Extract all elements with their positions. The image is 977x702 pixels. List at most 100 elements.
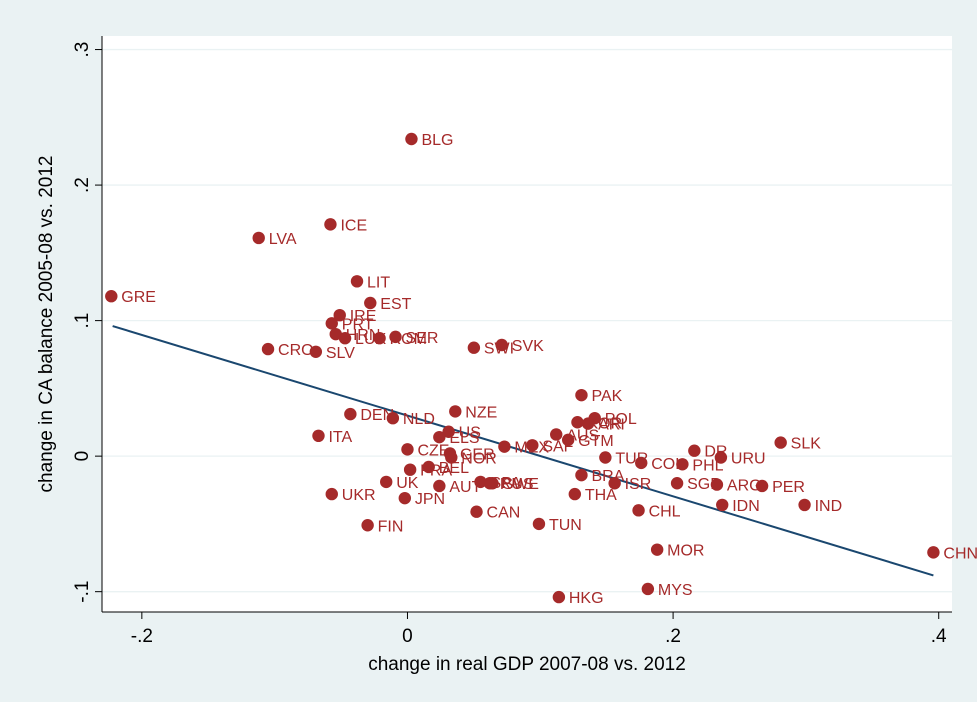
point-label-ukr: UKR: [342, 487, 376, 504]
point-label-mys: MYS: [658, 582, 693, 599]
data-point-tun: [532, 517, 546, 531]
data-point-ita: [312, 429, 325, 443]
data-point-gtm: [561, 433, 575, 447]
data-point-col: [635, 456, 648, 470]
point-label-hkg: HKG: [569, 590, 604, 607]
point-label-ser: SER: [406, 330, 439, 347]
data-point-arg: [710, 478, 724, 491]
data-point-ice: [324, 218, 337, 231]
data-point-spa: [474, 475, 487, 489]
y-tick-label: .1: [72, 313, 93, 329]
point-label-swe: SWE: [502, 476, 538, 493]
point-label-nze: NZE: [465, 404, 497, 421]
point-label-gtm: GTM: [578, 433, 614, 450]
data-point-per: [755, 479, 769, 493]
x-tick-label: 0: [402, 626, 413, 647]
point-label-rus: RUS: [500, 476, 534, 493]
point-label-ire: IRE: [350, 308, 377, 325]
data-point-cze: [401, 443, 414, 456]
point-label-per: PER: [772, 479, 805, 496]
point-label-arg: ARG: [727, 478, 762, 495]
data-point-mex: [498, 440, 511, 453]
data-point-svk: [495, 338, 508, 352]
point-label-ita: ITA: [328, 429, 352, 446]
data-point-lit: [350, 275, 364, 288]
data-point-kor: [571, 416, 584, 429]
point-label-den: DEN: [360, 407, 394, 424]
point-label-phl: PHL: [692, 457, 723, 474]
data-point-fra: [403, 463, 417, 476]
point-label-nor: NOR: [461, 450, 497, 467]
data-point-lux: [338, 332, 352, 345]
data-point-bra: [575, 468, 588, 482]
point-label-bel: BEL: [439, 460, 469, 477]
data-point-idn: [716, 498, 729, 512]
data-point-cro: [261, 342, 275, 356]
point-label-ind: IND: [815, 498, 843, 515]
point-label-kor: KOR: [587, 415, 622, 432]
point-label-pol: POL: [605, 411, 637, 428]
data-point-slv: [309, 345, 323, 358]
y-tick-label: -.1: [72, 581, 93, 603]
data-point-ari: [581, 417, 595, 430]
data-point-els: [433, 430, 446, 444]
point-label-fin: FIN: [378, 518, 404, 535]
data-point-gre: [105, 290, 118, 303]
data-point-can: [470, 505, 483, 518]
data-point-rom: [373, 332, 386, 345]
x-axis-title: change in real GDP 2007-08 vs. 2012: [368, 654, 686, 675]
data-point-fin: [361, 519, 374, 532]
x-tick-label: .4: [931, 626, 947, 647]
point-label-fra: FRA: [420, 463, 452, 480]
point-label-els: ELS: [449, 430, 479, 447]
point-label-blg: BLG: [421, 132, 453, 149]
point-label-lit: LIT: [367, 274, 390, 291]
data-point-dr: [688, 444, 701, 457]
data-point-hkg: [552, 590, 566, 604]
point-label-prt: PRT: [342, 316, 374, 333]
point-label-aut: AUT: [449, 479, 481, 496]
data-point-slk: [774, 436, 787, 449]
data-point-tur: [599, 451, 612, 464]
data-point-ind: [798, 498, 811, 512]
tick-layer: -.1 0 .1 .2 .3 -.2 0 .2 .4: [72, 42, 947, 647]
data-point-aus: [550, 428, 563, 441]
data-point-phl: [676, 458, 689, 471]
data-point-hrn: [329, 327, 342, 341]
point-label-idn: IDN: [732, 498, 760, 515]
point-label-spa: SPA: [491, 475, 522, 492]
data-point-lva: [252, 231, 265, 245]
data-point-nze: [449, 405, 462, 418]
plot-area: [102, 36, 952, 612]
data-point-est: [364, 296, 377, 310]
point-label-slk: SLK: [791, 436, 822, 453]
data-point-saf: [526, 439, 539, 452]
data-point-nld: [386, 411, 400, 425]
point-label-uru: URU: [731, 450, 766, 467]
data-point-us: [442, 425, 455, 438]
data-point-uk: [380, 475, 393, 489]
point-label-tha: THA: [585, 487, 617, 504]
data-point-chn: [927, 546, 940, 559]
y-tick-label: 0: [72, 451, 93, 462]
point-label-isr: ISR: [625, 476, 652, 493]
point-label-us: US: [459, 425, 481, 442]
data-point-tha: [568, 487, 582, 501]
point-label-svk: SVK: [512, 338, 544, 355]
point-label-hrn: HRN: [346, 327, 381, 344]
data-point-blg: [405, 132, 418, 146]
data-point-isr: [608, 477, 621, 490]
point-label-uk: UK: [396, 475, 419, 492]
point-label-col: COL: [651, 456, 684, 473]
data-point-mor: [650, 543, 664, 556]
point-label-cze: CZE: [417, 442, 449, 459]
data-point-prt: [325, 317, 338, 330]
point-label-can: CAN: [487, 505, 521, 522]
data-point-ire: [333, 308, 346, 322]
x-tick-label: .2: [665, 626, 681, 647]
point-label-ari: ARI: [598, 417, 625, 434]
point-label-pak: PAK: [591, 388, 622, 405]
point-label-ger: GER: [460, 446, 495, 463]
